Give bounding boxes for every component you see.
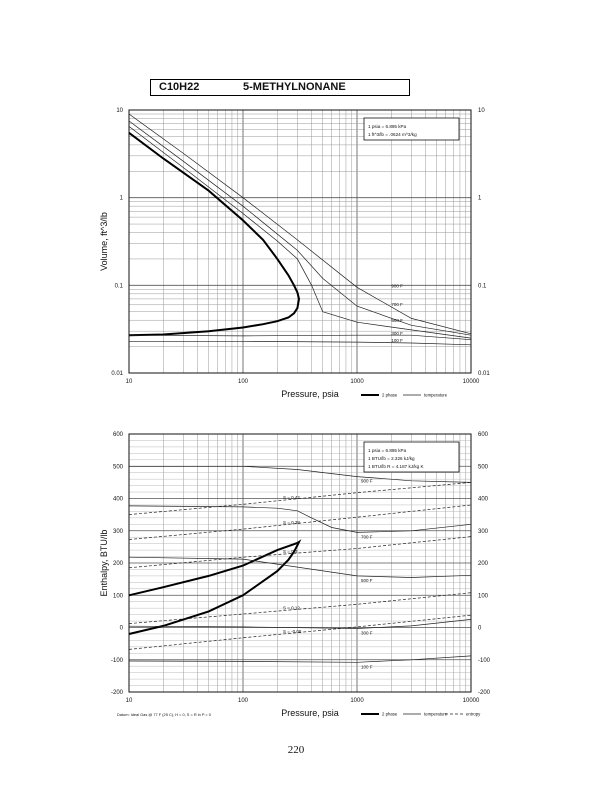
temperature-line — [128, 505, 472, 533]
y-tick-label-right: 600 — [478, 432, 489, 438]
y-tick-label-right: 500 — [478, 464, 489, 470]
y-tick-label: 1 — [120, 196, 124, 202]
entropy-line — [128, 592, 472, 624]
y-axis-label: Volume, ft^3/lb — [99, 212, 109, 271]
legend-label: 2 phase — [382, 712, 398, 717]
conversion-line: 1 BTU/lb R = 4.187 kJ/kg K — [368, 464, 424, 469]
legend-label: 2 phase — [382, 393, 398, 398]
x-tick-label: 1000 — [350, 379, 364, 385]
y-tick-label: 300 — [113, 529, 124, 535]
temperature-line-label: 500 F — [391, 318, 403, 323]
formula-label: C10H22 — [159, 81, 200, 93]
y-tick-label-right: 0 — [478, 626, 482, 632]
legend-label: temperature — [424, 712, 448, 717]
y-tick-label: 10 — [116, 108, 123, 114]
temperature-line — [128, 113, 472, 335]
conversion-line: 1 psia = 6.895 kPa — [368, 124, 407, 129]
page-number: 220 — [287, 744, 305, 756]
y-tick-label-right: 300 — [478, 529, 489, 535]
compound-name: 5-METHYLNONANE — [243, 81, 346, 93]
legend-label: temperature — [424, 393, 448, 398]
x-tick-label: 10000 — [463, 379, 480, 385]
y-tick-label: 500 — [113, 464, 124, 470]
conversion-box — [363, 117, 460, 141]
x-axis-label: Pressure, psia — [281, 389, 339, 399]
temperature-line — [128, 655, 472, 663]
x-tick-label: 100 — [238, 379, 249, 385]
two-phase-line — [128, 131, 301, 337]
temperature-line-label: 700 F — [391, 302, 403, 307]
temperature-line — [129, 340, 472, 346]
y-tick-label: 600 — [113, 432, 124, 438]
y-axis-label: Enthalpy, BTU/lb — [99, 530, 109, 597]
entropy-line-label: S = 0.42 — [283, 495, 300, 500]
legend-label: entropy — [466, 712, 481, 717]
y-tick-label: 200 — [113, 561, 124, 567]
temperature-line — [128, 126, 472, 339]
y-tick-label-right: 100 — [478, 593, 489, 599]
chart-1: 10 100 1000 10000 0.01 0.01 0.1 0.1 1 1 10 10 Pressu… — [99, 108, 490, 399]
plot-frame — [128, 433, 472, 693]
temperature-line-label: 900 F — [391, 283, 403, 288]
entropy-line — [128, 482, 472, 515]
temperature-line-label: 300 F — [361, 630, 373, 635]
entropy-line-label: S = 0.38 — [283, 520, 300, 525]
temperature-line-label: 900 F — [361, 479, 373, 484]
y-tick-label: 0.1 — [115, 283, 124, 289]
entropy-line — [128, 536, 472, 569]
y-tick-label-right: 200 — [478, 561, 489, 567]
temperature-line-label: 100 F — [391, 338, 403, 343]
temperature-line — [128, 556, 472, 578]
x-tick-label: 10 — [126, 698, 133, 704]
temperature-line — [129, 465, 472, 483]
y-tick-label: 0.01 — [111, 371, 123, 377]
temperature-line-label: 300 F — [391, 331, 403, 336]
x-tick-label: 10 — [126, 379, 133, 385]
entropy-line-label: S = 0.3 — [283, 549, 298, 554]
x-tick-label: 1000 — [350, 698, 364, 704]
conversion-box — [363, 441, 460, 473]
compound-header: C10H22 5-METHYLNONANE — [150, 79, 410, 96]
y-tick-label-right: 0.1 — [478, 283, 487, 289]
y-tick-label: 100 — [113, 593, 124, 599]
x-axis-label: Pressure, psia — [281, 708, 339, 718]
y-tick-label: -200 — [111, 690, 124, 696]
y-tick-label-right: -200 — [478, 690, 491, 696]
temperature-line — [128, 120, 472, 336]
plot-frame — [128, 109, 472, 374]
y-tick-label-right: -100 — [478, 658, 491, 664]
entropy-line — [128, 614, 472, 650]
x-tick-label: 100 — [238, 698, 249, 704]
entropy-line-label: S = -0.08 — [283, 629, 302, 634]
y-tick-label: -100 — [111, 658, 124, 664]
temperature-line-label: 700 F — [361, 534, 373, 539]
y-tick-label-right: 1 — [478, 196, 482, 202]
temperature-line — [128, 334, 472, 341]
conversion-line: 1 ft^3/lb = .0624 m^3/kg — [368, 132, 417, 137]
y-tick-label-right: 0.01 — [478, 371, 490, 377]
y-tick-label: 400 — [113, 497, 124, 503]
entropy-line-label: S = 0.12 — [283, 606, 300, 611]
temperature-line — [128, 619, 472, 629]
y-tick-label: 0 — [120, 626, 124, 632]
y-tick-label-right: 400 — [478, 497, 489, 503]
y-tick-label-right: 10 — [478, 108, 485, 114]
two-phase-line — [128, 539, 302, 635]
entropy-line — [128, 504, 472, 540]
conversion-line: 1 psia = 6.895 kPa — [368, 448, 407, 453]
conversion-line: 1 BTU/lb = 2.326 kJ/kg — [368, 456, 415, 461]
datum-footnote: Datum: Ideal Gas @ 77 F (25 C), H = 0, S… — [117, 712, 212, 717]
temperature-line-label: 500 F — [361, 578, 373, 583]
temperature-line-label: 100 F — [361, 664, 373, 669]
x-tick-label: 10000 — [463, 698, 480, 704]
